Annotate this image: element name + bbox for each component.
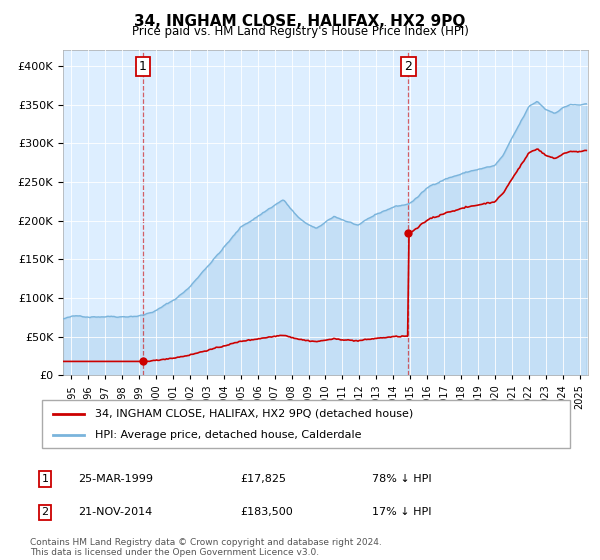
Text: 1: 1: [139, 60, 147, 73]
Text: 1: 1: [41, 474, 49, 484]
Text: Contains HM Land Registry data © Crown copyright and database right 2024.
This d: Contains HM Land Registry data © Crown c…: [30, 538, 382, 557]
Text: 2: 2: [404, 60, 412, 73]
Text: 2: 2: [41, 507, 49, 517]
Text: 25-MAR-1999: 25-MAR-1999: [78, 474, 153, 484]
Text: 34, INGHAM CLOSE, HALIFAX, HX2 9PQ: 34, INGHAM CLOSE, HALIFAX, HX2 9PQ: [134, 14, 466, 29]
Text: £17,825: £17,825: [240, 474, 286, 484]
Text: 34, INGHAM CLOSE, HALIFAX, HX2 9PQ (detached house): 34, INGHAM CLOSE, HALIFAX, HX2 9PQ (deta…: [95, 409, 413, 419]
Text: 78% ↓ HPI: 78% ↓ HPI: [372, 474, 431, 484]
FancyBboxPatch shape: [42, 400, 570, 448]
Text: HPI: Average price, detached house, Calderdale: HPI: Average price, detached house, Cald…: [95, 430, 361, 440]
Text: Price paid vs. HM Land Registry's House Price Index (HPI): Price paid vs. HM Land Registry's House …: [131, 25, 469, 38]
Text: 17% ↓ HPI: 17% ↓ HPI: [372, 507, 431, 517]
Text: 21-NOV-2014: 21-NOV-2014: [78, 507, 152, 517]
Text: £183,500: £183,500: [240, 507, 293, 517]
